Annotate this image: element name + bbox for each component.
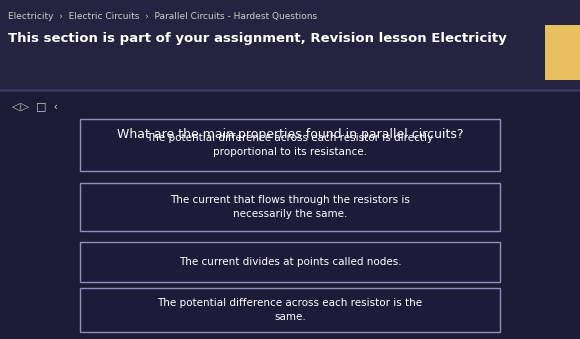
Text: Electricity  ›  Electric Circuits  ›  Parallel Circuits - Hardest Questions: Electricity › Electric Circuits › Parall… [8, 12, 317, 21]
Text: The current divides at points called nodes.: The current divides at points called nod… [179, 257, 401, 267]
Bar [80, 119, 500, 171]
Bar [545, 25, 580, 80]
Text: What are the main properties found in parallel circuits?: What are the main properties found in pa… [117, 128, 463, 141]
Bar [80, 242, 500, 282]
Bar [80, 183, 500, 231]
Text: This section is part of your assignment, Revision lesson Electricity: This section is part of your assignment,… [8, 32, 507, 45]
Text: The potential difference across each resistor is directly
proportional to its re: The potential difference across each res… [146, 133, 434, 157]
Bar [0, 0, 580, 90]
Text: The current that flows through the resistors is
necessarily the same.: The current that flows through the resis… [170, 195, 410, 219]
Text: The potential difference across each resistor is the
same.: The potential difference across each res… [157, 298, 423, 322]
Text: ◁▷  □  ‹: ◁▷ □ ‹ [12, 101, 58, 111]
Bar [80, 288, 500, 332]
